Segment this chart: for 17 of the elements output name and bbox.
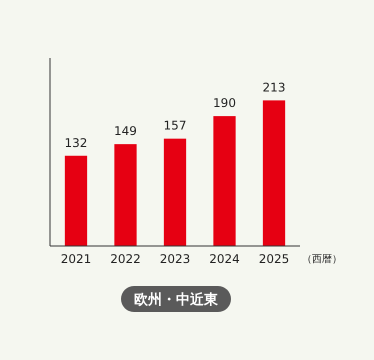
bar xyxy=(164,138,186,246)
bar xyxy=(213,116,236,246)
data-label: 157 xyxy=(164,118,186,133)
x-tick-label: 2025 xyxy=(258,252,290,266)
x-axis-title: （西暦） xyxy=(302,254,342,265)
x-tick-label: 2021 xyxy=(60,252,92,266)
x-tick-label: 2024 xyxy=(209,252,240,266)
x-tick-label: 2022 xyxy=(110,252,141,266)
data-label: 149 xyxy=(114,124,137,138)
x-tick-label: 2023 xyxy=(160,252,190,266)
bar xyxy=(64,156,88,246)
bar xyxy=(114,144,137,246)
bar xyxy=(262,100,286,246)
data-label: 190 xyxy=(213,96,236,110)
data-label: 213 xyxy=(262,80,286,94)
text: 欧州・中近東 xyxy=(134,291,219,308)
data-label: 132 xyxy=(64,136,88,150)
